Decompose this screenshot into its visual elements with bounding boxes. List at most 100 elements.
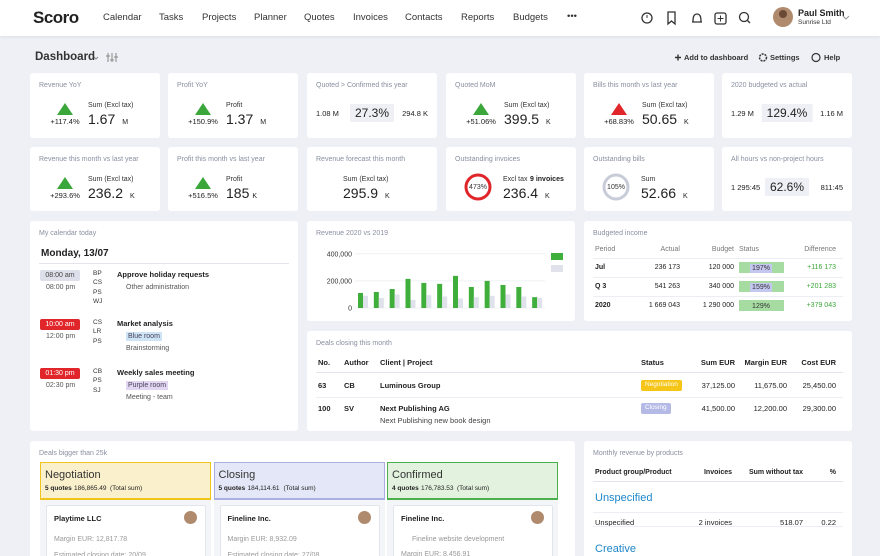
cell: 236 173 [654,264,680,271]
kpi-title: Quoted MoM [455,82,496,89]
user-name: Paul Smith [798,8,845,18]
kpi-right: 811:45 [820,183,843,192]
card-title: My calendar today [39,230,97,237]
menu-item[interactable]: Tasks [159,12,184,23]
cell: 100 [318,404,331,413]
deals-card: Deals closing this month No. Author Client … [307,331,852,431]
project: Next Publishing new book design [380,416,491,425]
event-title[interactable]: Weekly sales meeting [117,368,195,377]
kpi-value: 236.4 [503,185,539,201]
kpi-value: 399.5 [504,111,540,127]
cell[interactable]: Luminous Group [380,381,441,390]
legend-swatch [551,265,563,272]
kpi-value: 295.9 [343,185,379,201]
kpi-change: +117.4% [50,117,80,126]
kpi-card: Revenue YoY +117.4% Sum (Excl tax) 1.67 M [30,73,160,138]
arrow-shape [195,103,211,115]
menu-item[interactable]: Contacts [405,12,443,23]
status-label: 159% [750,283,772,292]
stage-total: 176,783.53 [421,485,454,492]
kpi-title: Outstanding bills [593,156,645,163]
calendar-card: My calendar today Monday, 13/07 08:00 am 08… [30,221,298,431]
product-group[interactable]: Unspecified [595,492,653,504]
menu-item[interactable]: Quotes [304,12,335,23]
kpi-unit: K [130,193,135,200]
ring [464,173,492,201]
cell: CB [344,381,355,390]
bar [453,275,458,308]
kpi-title: Revenue YoY [39,82,82,89]
kpi-value: 1.37 [226,111,254,127]
column-header: Invoices [703,469,732,476]
kpi-left: 1 295:45 [731,183,761,192]
column-header: No. [318,358,331,367]
cell: +201 283 [806,283,836,290]
column-header: Sum without tax [748,469,803,476]
menu-item[interactable]: Projects [202,12,237,23]
arrow-shape [195,177,211,189]
kpi-card: Outstanding bills 105% Sum 52.66 K [584,147,714,211]
menu-item[interactable]: Planner [254,12,287,23]
settings[interactable]: Settings [770,53,800,62]
bar [505,294,511,308]
row-divider [593,277,843,278]
cell: SV [344,404,355,413]
menu-item[interactable]: Budgets [513,12,548,23]
end-time: 02:30 pm [46,382,76,389]
kpi-value: 185 [226,185,250,201]
kpi-card: Quoted MoM +51.06% Sum (Excl tax) 399.5 K [446,73,576,138]
budget-card: Budgeted income Period Actual Budget Status D… [584,221,852,321]
kpi-card: Revenue forecast this month Sum (Excl tax… [307,147,437,211]
deal-card[interactable]: Playtime LLC Margin EUR: 12,817.78 Estimat… [46,505,206,556]
toolbar-icons [93,7,850,63]
column-header: Client | Project [380,358,433,367]
more-menu[interactable]: ••• [567,11,577,22]
menu-item[interactable]: Invoices [353,12,388,23]
status-badge: Negotiation [641,380,682,391]
stage-name: Closing [218,469,256,481]
arrow-shape [611,103,627,115]
bar [500,284,506,308]
stage-total-label: (Total sum) [283,485,316,492]
column-header: Period [595,246,616,253]
help[interactable]: Help [824,53,841,62]
deal-card[interactable]: Fineline Inc. Fineline website developmen… [393,505,553,556]
menu-item[interactable]: Calendar [103,12,142,23]
bar [389,289,395,308]
deal-card[interactable]: Fineline Inc. Margin EUR: 8,932.09 Estimat… [219,505,380,556]
kpi-unit: M [260,119,267,126]
kpi-value: 1.67 [88,111,116,127]
cell: 63 [318,381,327,390]
person: CS [93,279,103,287]
cell: 1 290 000 [702,302,734,309]
avatar [357,511,371,524]
stage-header: Negotiation 5 quotes 186,865.49 (Total sum) [40,462,211,500]
start-time[interactable]: 10:00 am [40,319,80,330]
column-header: Status [641,358,664,367]
start-time[interactable]: 08:00 am [40,270,80,281]
column-header: Difference [804,246,836,253]
product-group[interactable]: Creative [595,543,636,555]
cell: 340 000 [708,283,734,290]
person: BP [93,270,102,277]
card-title: Deals bigger than 25k [39,450,108,457]
kpi-card: Quoted > Confirmed this year 1.08 M 27.3% 2… [307,73,437,138]
cell: 541 263 [654,283,680,290]
nav-icons[interactable] [640,10,760,26]
event-title[interactable]: Market analysis [117,319,173,328]
card-title: Deals closing this month [316,340,392,347]
deal-margin: Margin EUR: 8,932.09 [227,536,297,543]
cell: Q 3 [595,283,607,290]
column-header: Status [739,246,759,253]
row-divider [593,512,843,513]
bar [489,295,495,308]
menu-item[interactable]: Reports [461,12,495,23]
event-title[interactable]: Approve holiday requests [117,270,210,279]
cell[interactable]: Next Publishing AG [380,404,450,413]
add-to-dashboard[interactable]: Add to dashboard [684,53,749,62]
cell: 12,200.00 [753,404,787,413]
cell: 120 000 [708,264,734,271]
stage-total: 184,114.61 [247,485,280,492]
start-time[interactable]: 01:30 pm [40,368,80,379]
trend-arrow [57,103,73,115]
